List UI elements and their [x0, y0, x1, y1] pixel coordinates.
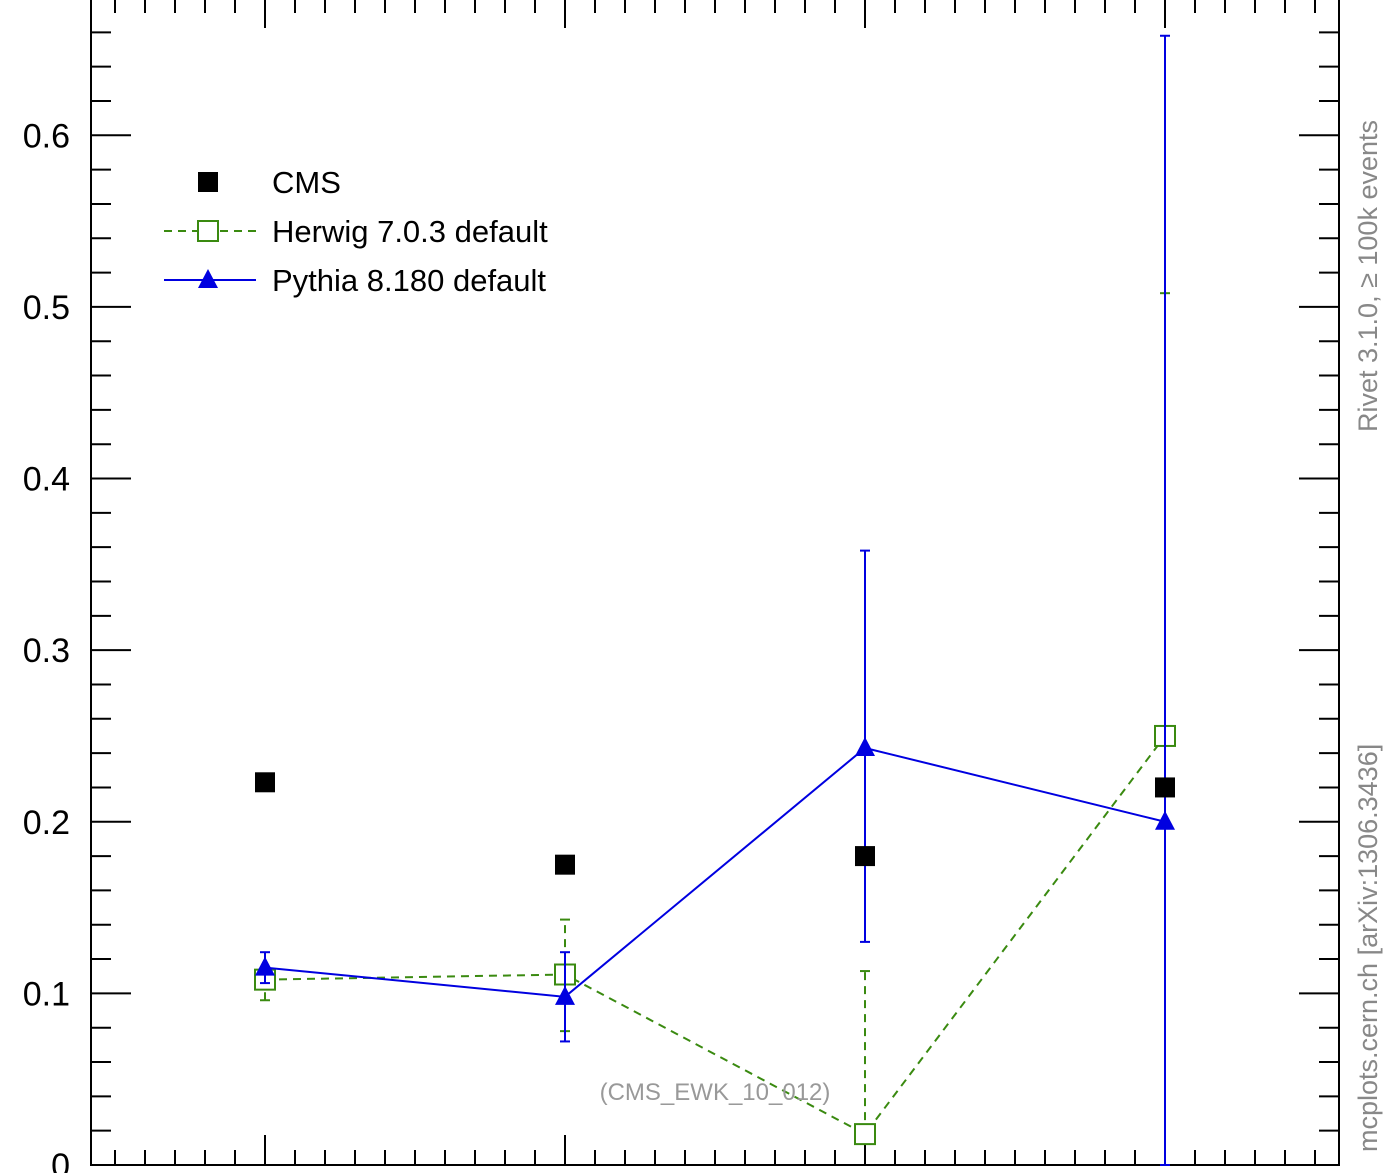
- legend-marker: [198, 269, 218, 288]
- y-tick-label: 0.4: [23, 461, 70, 499]
- legend-label: Pythia 8.180 default: [272, 263, 546, 298]
- y-tick-label: 0.1: [23, 975, 70, 1013]
- y-tick-label: 0.5: [23, 289, 70, 327]
- data-point: [555, 985, 575, 1005]
- analysis-label: (CMS_EWK_10_012): [600, 1079, 831, 1106]
- mcplots-credit-label: mcplots.cern.ch [arXiv:1306.3436]: [1353, 744, 1383, 1152]
- y-tick-label: 0.2: [23, 804, 70, 842]
- series-pythia-8-180-default: [255, 34, 1175, 1166]
- rivet-version-label: Rivet 3.1.0, ≥ 100k events: [1353, 120, 1383, 432]
- data-point: [255, 772, 275, 793]
- legend-marker: [198, 172, 218, 192]
- data-series: [254, 34, 1176, 1166]
- series-line: [264, 746, 1166, 998]
- series-herwig-7-0-3-default: [254, 292, 1176, 1146]
- y-tick-label: 0.6: [23, 117, 70, 155]
- legend-label: Herwig 7.0.3 default: [272, 214, 548, 249]
- y-tick-labels: 0.1 0.2 0.3 0.4 0.5 0.6 0: [23, 117, 70, 1173]
- series-line: [264, 735, 1166, 1136]
- data-point: [855, 846, 875, 867]
- y-tick-label: 0: [51, 1147, 70, 1173]
- data-point: [255, 956, 275, 976]
- data-point: [855, 736, 875, 756]
- data-point: [555, 854, 575, 875]
- legend-marker: [197, 220, 219, 242]
- data-point: [854, 1123, 876, 1146]
- data-point: [1155, 810, 1175, 830]
- legend-label: CMS: [272, 165, 341, 200]
- legend: CMS Herwig 7.0.3 default Pythia 8.180 defa…: [164, 165, 548, 298]
- data-point: [1155, 777, 1175, 798]
- y-tick-label: 0.3: [23, 632, 70, 670]
- series-cms: [255, 772, 1175, 875]
- axis-ticks: [91, 0, 1339, 1166]
